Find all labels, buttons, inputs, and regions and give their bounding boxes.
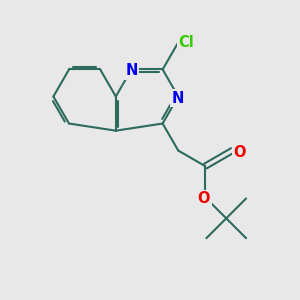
Text: N: N <box>172 91 184 106</box>
Text: O: O <box>197 191 210 206</box>
Text: O: O <box>233 145 246 160</box>
Text: N: N <box>125 64 138 79</box>
Text: Cl: Cl <box>178 35 194 50</box>
